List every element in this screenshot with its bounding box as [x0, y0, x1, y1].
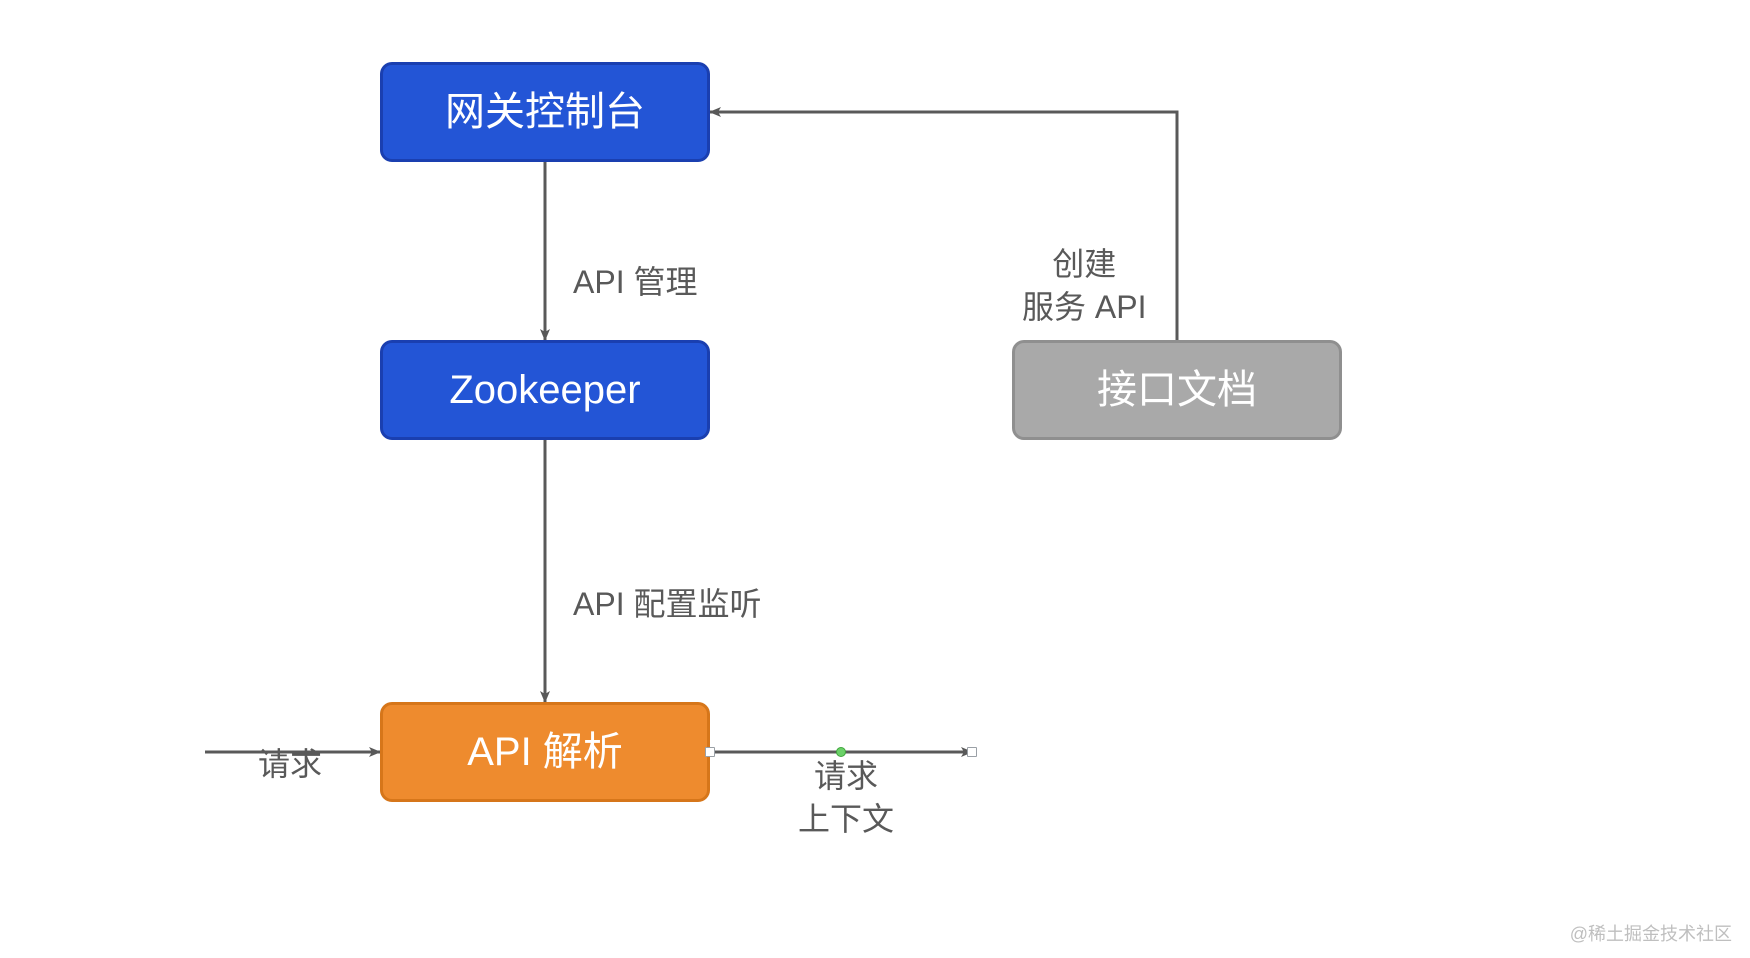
edge-label-api-manage: API 管理	[573, 218, 697, 304]
edge-label-create-service-api: 创建 服务 API	[1022, 200, 1146, 330]
edge-label-request-in: 请求	[258, 700, 322, 786]
edge-label-request-out: 请求 上下文	[798, 712, 894, 842]
edge-label-api-config-listen: API 配置监听	[573, 540, 761, 626]
edge-handle-end	[967, 747, 977, 757]
node-api-parse: API 解析	[380, 702, 710, 802]
watermark-text: @稀土掘金技术社区	[1570, 920, 1732, 946]
edge-handle-mid	[836, 747, 846, 757]
node-label: 网关控制台	[445, 88, 645, 136]
node-interface-doc: 接口文档	[1012, 340, 1342, 440]
node-zookeeper: Zookeeper	[380, 340, 710, 440]
node-label: API 解析	[467, 728, 623, 776]
node-gateway-console: 网关控制台	[380, 62, 710, 162]
node-label: Zookeeper	[449, 366, 640, 414]
edge-handle-start	[705, 747, 715, 757]
node-label: 接口文档	[1097, 366, 1257, 414]
